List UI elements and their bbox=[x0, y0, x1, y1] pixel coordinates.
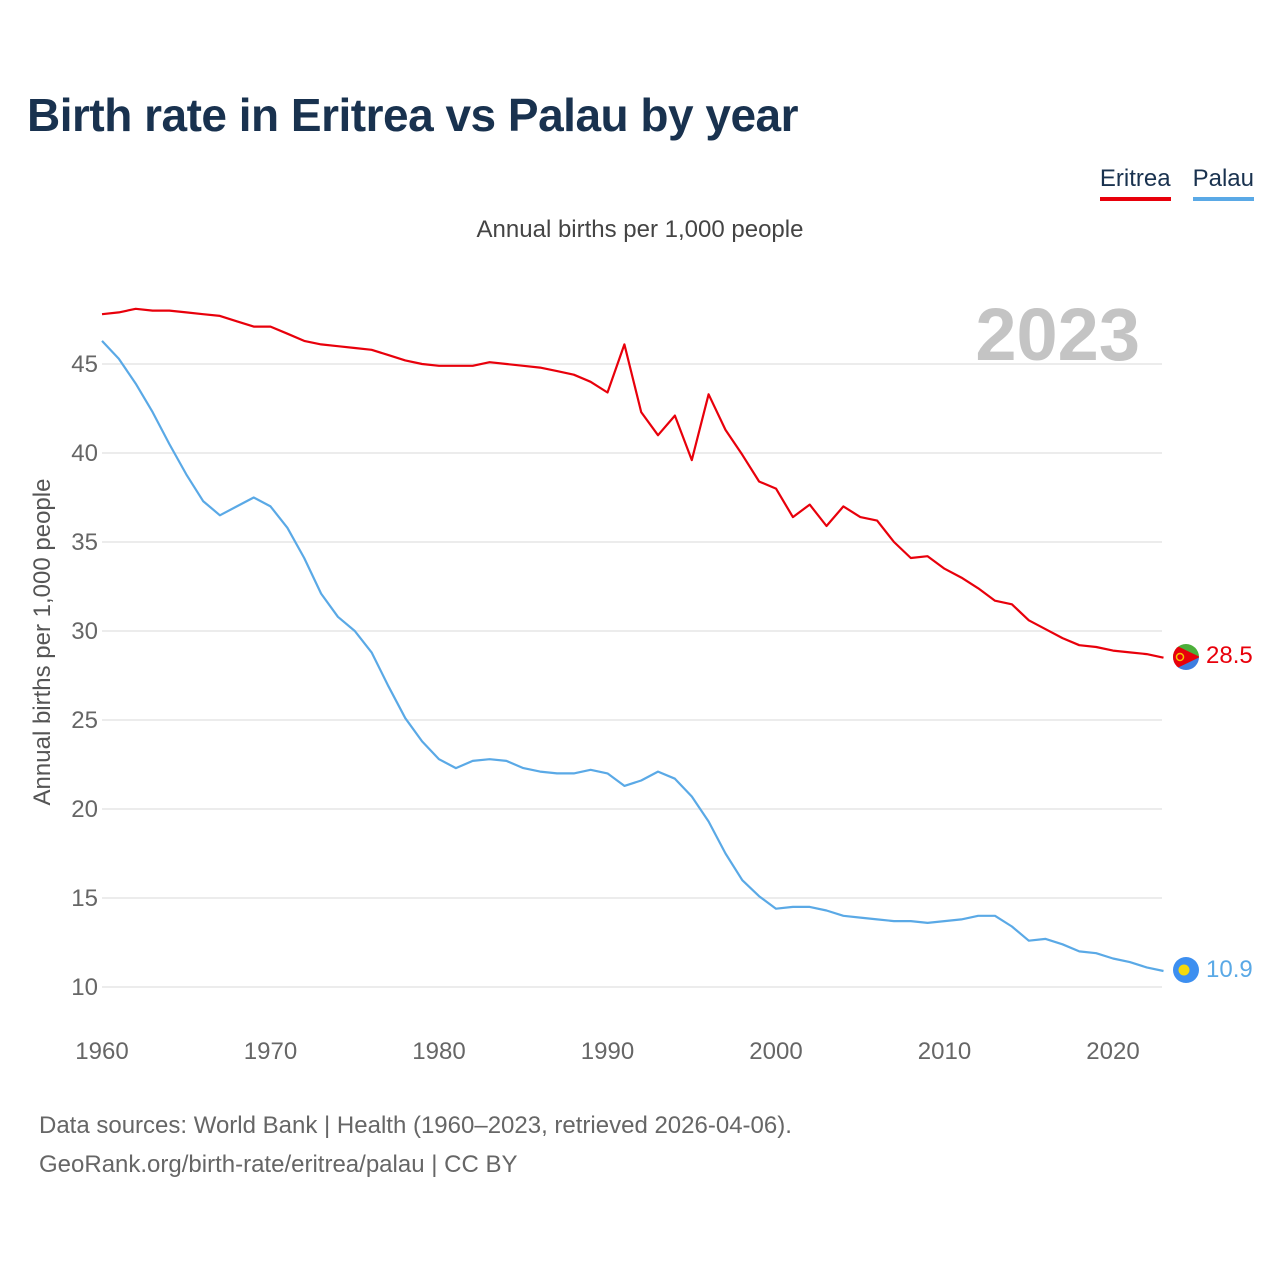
x-tick-label: 1980 bbox=[412, 1038, 465, 1065]
source-link[interactable]: GeoRank.org/birth-rate/eritrea/palau | C… bbox=[39, 1151, 518, 1178]
x-tick-label: 1990 bbox=[581, 1038, 634, 1065]
eritrea-flag-icon bbox=[1173, 644, 1199, 670]
footer: Data sources: World Bank | Health (1960–… bbox=[39, 1106, 792, 1184]
x-tick-label: 2000 bbox=[749, 1038, 802, 1065]
y-tick-label: 30 bbox=[71, 618, 98, 645]
year-watermark: 2023 bbox=[975, 293, 1140, 376]
series-endpoints: 28.5 10.9 bbox=[1173, 642, 1253, 983]
y-tick-label: 40 bbox=[71, 440, 98, 467]
y-axis-ticks: 10 15 20 25 30 35 40 45 bbox=[71, 351, 98, 1001]
chart-title: Birth rate in Eritrea vs Palau by year bbox=[27, 89, 799, 141]
y-axis-label: Annual births per 1,000 people bbox=[29, 479, 56, 806]
legend: Eritrea Palau bbox=[1099, 165, 1254, 201]
palau-end-value: 10.9 bbox=[1206, 956, 1253, 983]
data-source-note: Data sources: World Bank | Health (1960–… bbox=[39, 1112, 792, 1139]
grid-lines bbox=[102, 363, 1162, 988]
y-tick-label: 35 bbox=[71, 529, 98, 556]
legend-item-palau[interactable]: Palau bbox=[1192, 165, 1254, 201]
x-axis-ticks: 1960 1970 1980 1990 2000 2010 2020 bbox=[75, 1038, 1139, 1065]
chart-subtitle: Annual births per 1,000 people bbox=[476, 216, 804, 243]
y-tick-label: 45 bbox=[71, 351, 98, 378]
legend-item-eritrea[interactable]: Eritrea bbox=[1099, 165, 1171, 201]
palau-flag-icon bbox=[1173, 957, 1199, 983]
series-line-eritrea[interactable] bbox=[101, 307, 1164, 659]
series-line-palau[interactable] bbox=[101, 340, 1164, 973]
series-lines bbox=[101, 307, 1164, 973]
y-tick-label: 20 bbox=[71, 796, 98, 823]
y-tick-label: 25 bbox=[71, 707, 98, 734]
x-tick-label: 1970 bbox=[244, 1038, 297, 1065]
y-tick-label: 15 bbox=[71, 885, 98, 912]
x-tick-label: 2020 bbox=[1086, 1038, 1139, 1065]
x-tick-label: 1960 bbox=[75, 1038, 128, 1065]
y-tick-label: 10 bbox=[71, 974, 98, 1001]
x-tick-label: 2010 bbox=[918, 1038, 971, 1065]
eritrea-end-value: 28.5 bbox=[1206, 642, 1253, 669]
